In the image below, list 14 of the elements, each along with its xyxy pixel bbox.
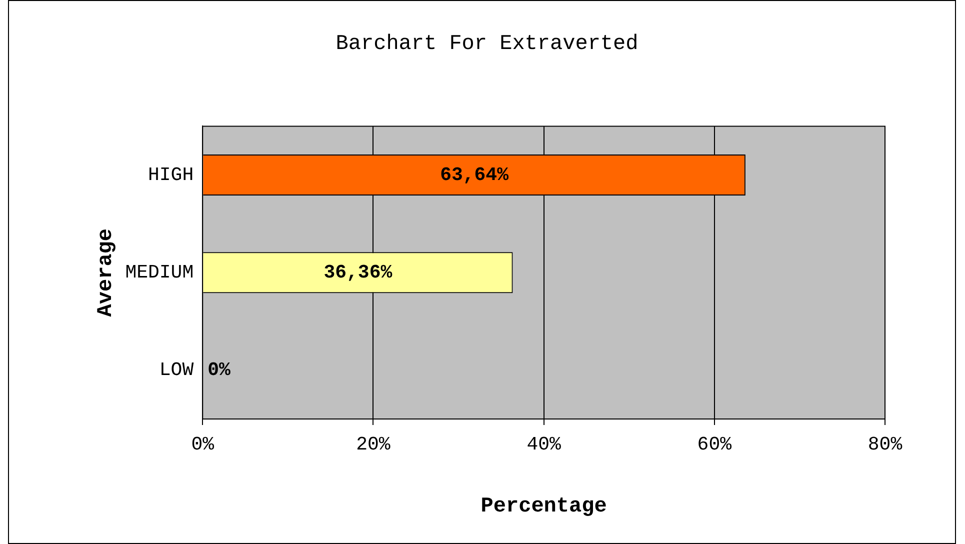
y-tick-label: HIGH	[148, 164, 194, 186]
data-label: 36,36%	[324, 261, 393, 284]
y-axis-title: Average	[94, 228, 118, 317]
x-tick-label: 80%	[868, 433, 903, 456]
x-tick-label: 20%	[356, 433, 391, 456]
x-tick-label: 40%	[526, 433, 562, 456]
x-tick-label: 60%	[697, 433, 732, 456]
y-tick-label: LOW	[159, 359, 194, 382]
x-tick-label: 0%	[191, 433, 215, 456]
data-label: 63,64%	[440, 164, 510, 186]
x-axis-title: Percentage	[480, 496, 607, 519]
data-label: 0%	[208, 358, 232, 381]
chart-title: Barchart For Extraverted	[336, 33, 638, 56]
y-tick-label: MEDIUM	[125, 262, 194, 284]
